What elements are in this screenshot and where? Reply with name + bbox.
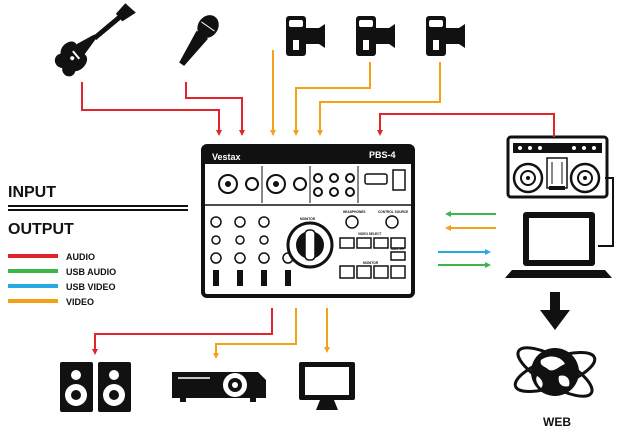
mixer-brand: Vestax	[212, 152, 241, 162]
laptop-icon	[505, 212, 612, 278]
legend-item-usb-video: USB VIDEO	[66, 282, 116, 292]
video-output-projector	[213, 308, 297, 359]
mixer-section-monitor: MONITOR	[300, 217, 316, 221]
legend: INPUT OUTPUT AUDIO USB AUDIO USB VIDEO V…	[8, 184, 188, 307]
legend-input-label: INPUT	[8, 184, 56, 201]
legend-item-audio: AUDIO	[66, 252, 95, 262]
mixer-section-monitor-select: MONITOR	[363, 261, 379, 265]
mixer-section-video-select: VIDEO SELECT	[358, 232, 381, 236]
audio-connection-mic	[185, 82, 245, 136]
monitor-icon	[299, 362, 355, 410]
microphone-icon	[179, 15, 219, 66]
usb-connection-dj-laptop	[598, 177, 614, 247]
video-mixer: Vestax PBS-4 LIVE BROADCAST MONITOR HEAD…	[201, 144, 415, 298]
audio-connection-dj-controller	[377, 113, 555, 137]
mixer-section-headphones: HEADPHONES	[343, 210, 366, 214]
mixer-model: PBS-4	[369, 150, 396, 160]
legend-item-video: VIDEO	[66, 297, 94, 307]
camcorder-icon	[286, 16, 325, 56]
camcorder-icon	[426, 16, 465, 56]
projector-icon	[172, 372, 266, 402]
speaker-icon	[60, 362, 93, 412]
web-label: WEB	[543, 415, 571, 429]
mixer-model-subtitle: LIVE BROADCAST	[373, 160, 401, 164]
speaker-icon	[98, 362, 131, 412]
legend-output-label: OUTPUT	[8, 221, 74, 238]
legend-item-usb-audio: USB AUDIO	[66, 267, 116, 277]
mixer-section-master: MASTER	[391, 247, 405, 251]
globe-icon	[513, 346, 597, 398]
dj-controller-icon	[506, 135, 609, 199]
camcorder-icon	[356, 16, 395, 56]
audio-connection-guitar	[81, 82, 222, 136]
guitar-icon	[54, 3, 136, 77]
video-connection-cam3	[317, 62, 441, 136]
video-connection-cam2	[293, 62, 371, 136]
mixer-section-control-source: CONTROL SOURCE	[378, 210, 408, 214]
audio-output-speakers	[92, 308, 273, 355]
arrow-down-icon	[540, 292, 570, 330]
